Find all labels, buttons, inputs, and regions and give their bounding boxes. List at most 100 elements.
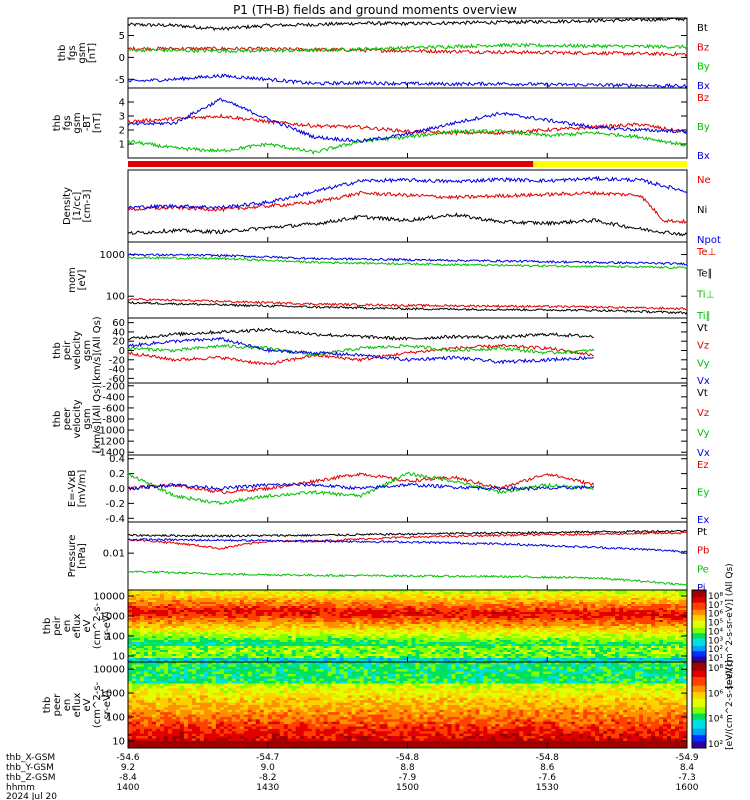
heatmap-cell: [571, 612, 576, 615]
heatmap-cell: [495, 622, 500, 625]
heatmap-cell: [315, 594, 321, 597]
heatmap-cell: [279, 634, 285, 637]
heatmap-cell: [527, 640, 532, 643]
heatmap-cell: [343, 618, 348, 621]
heatmap-cell: [515, 644, 520, 647]
heatmap-cell: [659, 592, 664, 595]
heatmap-cell: [603, 656, 608, 659]
heatmap-cell: [315, 652, 321, 655]
heatmap-cell: [355, 602, 360, 605]
heatmap-cell: [375, 596, 380, 599]
heatmap-cell: [519, 606, 524, 609]
heatmap-cell: [535, 636, 540, 639]
heatmap-cell: [483, 646, 488, 649]
heatmap-cell: [143, 624, 149, 627]
heatmap-cell: [267, 590, 273, 593]
heatmap-cell: [263, 638, 269, 641]
heatmap-cell: [147, 610, 153, 613]
heatmap-cell: [195, 650, 201, 653]
heatmap-cell: [128, 610, 133, 613]
heatmap-cell: [363, 624, 368, 627]
heatmap-cell: [319, 654, 325, 657]
heatmap-cell: [331, 612, 337, 615]
heatmap-cell: [343, 606, 348, 609]
heatmap-cell: [435, 598, 440, 601]
heatmap-cell: [135, 650, 141, 653]
heatmap-cell: [675, 632, 680, 635]
heatmap-cell: [143, 600, 149, 603]
heatmap-cell: [299, 638, 305, 641]
heatmap-cell: [239, 590, 245, 593]
heatmap-cell: [147, 652, 153, 655]
heatmap-cell: [151, 654, 157, 657]
heatmap-cell: [183, 600, 189, 603]
heatmap-cell: [379, 596, 384, 599]
heatmap-cell: [303, 644, 309, 647]
heatmap-cell: [263, 614, 269, 617]
heatmap-cell: [651, 604, 656, 607]
heatmap-cell: [199, 622, 205, 625]
heatmap-cell: [551, 638, 556, 641]
heatmap-cell: [155, 608, 161, 611]
heatmap-cell: [471, 604, 476, 607]
heatmap-cell: [351, 608, 356, 611]
heatmap-cell: [463, 644, 468, 647]
heatmap-cell: [679, 600, 684, 603]
heatmap-cell: [411, 650, 416, 653]
heatmap-cell: [227, 616, 233, 619]
heatmap-cell: [211, 626, 217, 629]
heatmap-cell: [259, 590, 265, 593]
heatmap-cell: [531, 624, 536, 627]
heatmap-cell: [128, 644, 133, 647]
heatmap-cell: [511, 638, 516, 641]
heatmap-cell: [499, 620, 504, 623]
heatmap-cell: [519, 648, 524, 651]
heatmap-cell: [555, 630, 560, 633]
heatmap-cell: [515, 646, 520, 649]
heatmap-cell: [499, 652, 504, 655]
heatmap-cell: [255, 624, 261, 627]
heatmap-cell: [287, 616, 293, 619]
heatmap-cell: [167, 644, 173, 647]
heatmap-cell: [527, 646, 532, 649]
heatmap-cell: [411, 594, 416, 597]
heatmap-cell: [207, 628, 213, 631]
heatmap-cell: [519, 600, 524, 603]
heatmap-cell: [391, 594, 396, 597]
heatmap-cell: [579, 638, 584, 641]
heatmap-cell: [263, 606, 269, 609]
heatmap-cell: [167, 646, 173, 649]
heatmap-cell: [243, 598, 249, 601]
heatmap-cell: [647, 638, 652, 641]
heatmap-cell: [583, 640, 588, 643]
heatmap-cell: [527, 628, 532, 631]
heatmap-cell: [459, 648, 464, 651]
heatmap-cell: [203, 642, 209, 645]
heatmap-cell: [251, 638, 257, 641]
heatmap-cell: [395, 598, 400, 601]
heatmap-cell: [287, 622, 293, 625]
heatmap-cell: [631, 652, 636, 655]
heatmap-cell: [423, 636, 428, 639]
heatmap-cell: [271, 620, 277, 623]
heatmap-cell: [183, 602, 189, 605]
heatmap-cell: [191, 640, 197, 643]
heatmap-cell: [499, 596, 504, 599]
heatmap-cell: [199, 630, 205, 633]
heatmap-cell: [271, 590, 277, 593]
heatmap-cell: [379, 602, 384, 605]
heatmap-cell: [507, 654, 512, 657]
heatmap-cell: [419, 640, 424, 643]
heatmap-cell: [287, 596, 293, 599]
heatmap-cell: [367, 592, 372, 595]
heatmap-cell: [327, 630, 333, 633]
heatmap-cell: [659, 620, 664, 623]
heatmap-cell: [575, 626, 580, 629]
heatmap-cell: [511, 634, 516, 637]
heatmap-cell: [247, 654, 253, 657]
heatmap-cell: [315, 656, 321, 659]
heatmap-cell: [391, 656, 396, 659]
heatmap-cell: [291, 604, 297, 607]
heatmap-cell: [599, 618, 604, 621]
heatmap-cell: [435, 638, 440, 641]
